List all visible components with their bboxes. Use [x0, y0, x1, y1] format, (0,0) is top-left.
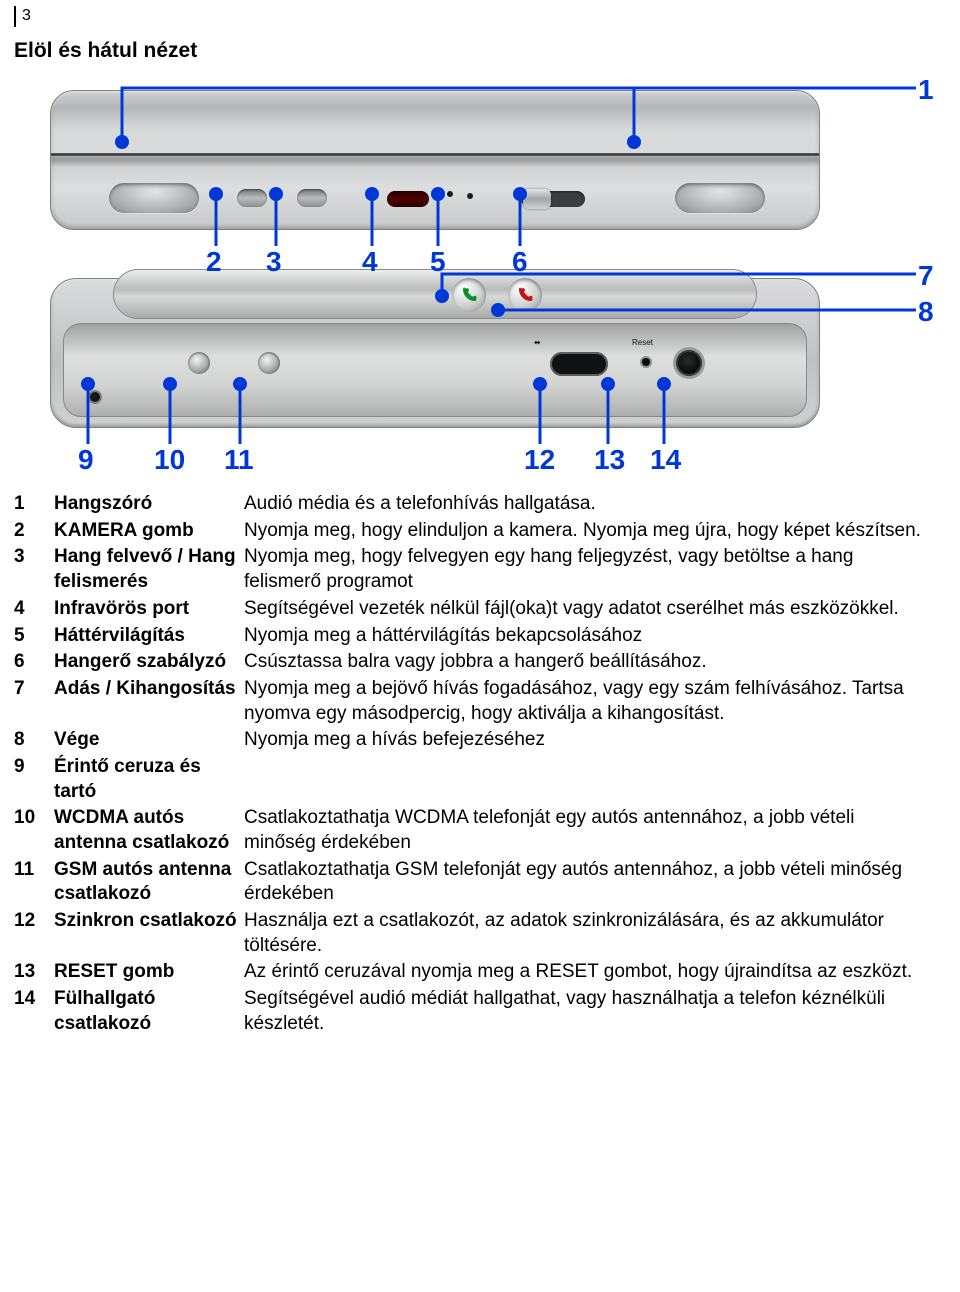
phone-end-icon: [516, 286, 534, 304]
item-description: Segítségével vezeték nélkül fájl(oka)t v…: [244, 597, 926, 622]
item-number: 10: [14, 806, 54, 831]
speaker-left: [109, 183, 199, 213]
item-description: Audió média és a telefonhívás hallgatása…: [244, 492, 926, 517]
item-number: 2: [14, 519, 54, 544]
item-name: Vége: [54, 728, 244, 753]
item-description: Nyomja meg a háttérvilágítás bekapcsolás…: [244, 624, 926, 649]
item-number: 7: [14, 677, 54, 702]
sync-port-shape: [550, 352, 608, 376]
ir-port-shape: [387, 191, 429, 207]
headphone-jack: [676, 350, 702, 376]
reset-label-text: Reset: [632, 338, 653, 348]
item-number: 9: [14, 755, 54, 780]
item-number: 14: [14, 987, 54, 1012]
item-description: Csatlakoztathatja GSM telefonját egy aut…: [244, 858, 926, 907]
item-number: 5: [14, 624, 54, 649]
item-number: 6: [14, 650, 54, 675]
callout-number: 7: [918, 258, 934, 294]
gsm-antenna-port: [258, 352, 280, 374]
item-name: Adás / Kihangosítás: [54, 677, 244, 702]
item-number: 13: [14, 960, 54, 985]
parts-list-row: 14Fülhallgató csatlakozóSegítségével aud…: [14, 987, 926, 1036]
parts-list-row: 7Adás / KihangosításNyomja meg a bejövő …: [14, 677, 926, 726]
item-name: Érintő ceruza és tartó: [54, 755, 244, 804]
parts-list: 1HangszóróAudió média és a telefonhívás …: [14, 492, 926, 1036]
section-title: Elöl és hátul nézet: [14, 37, 960, 64]
item-description: Nyomja meg, hogy elinduljon a kamera. Ny…: [244, 519, 926, 544]
item-description: Nyomja meg, hogy felvegyen egy hang felj…: [244, 545, 926, 594]
phone-send-icon: [460, 286, 478, 304]
item-name: Infravörös port: [54, 597, 244, 622]
device-front-view: [50, 90, 820, 230]
item-number: 4: [14, 597, 54, 622]
item-name: Háttérvilágítás: [54, 624, 244, 649]
usb-icon: ⬌: [534, 338, 541, 348]
item-number: 3: [14, 545, 54, 570]
volume-slider-track: [521, 191, 585, 207]
device-rear-view: ⬌ Reset: [50, 278, 820, 428]
item-name: RESET gomb: [54, 960, 244, 985]
callout-number: 1: [918, 72, 934, 108]
item-name: GSM autós antenna csatlakozó: [54, 858, 244, 907]
camera-button-shape: [237, 189, 267, 207]
item-name: Szinkron csatlakozó: [54, 909, 244, 934]
item-number: 8: [14, 728, 54, 753]
page-number: 3: [14, 6, 960, 27]
reset-hole: [642, 358, 650, 366]
parts-list-row: 13RESET gombAz érintő ceruzával nyomja m…: [14, 960, 926, 985]
parts-list-row: 10WCDMA autós antenna csatlakozóCsatlako…: [14, 806, 926, 855]
parts-list-row: 2KAMERA gombNyomja meg, hogy elinduljon …: [14, 519, 926, 544]
item-number: 11: [14, 858, 54, 883]
callout-number: 5: [430, 244, 446, 280]
parts-list-row: 5HáttérvilágításNyomja meg a háttérvilág…: [14, 624, 926, 649]
callout-number: 12: [524, 442, 555, 478]
callout-number: 4: [362, 244, 378, 280]
item-name: KAMERA gomb: [54, 519, 244, 544]
parts-list-row: 11GSM autós antenna csatlakozóCsatlakozt…: [14, 858, 926, 907]
callout-number: 13: [594, 442, 625, 478]
item-name: Hangerő szabályzó: [54, 650, 244, 675]
item-description: Nyomja meg a bejövő hívás fogadásához, v…: [244, 677, 926, 726]
device-seam: [51, 153, 819, 156]
item-description: Az érintő ceruzával nyomja meg a RESET g…: [244, 960, 926, 985]
speaker-right: [675, 183, 765, 213]
wcdma-antenna-port: [188, 352, 210, 374]
callout-number: 14: [650, 442, 681, 478]
callout-number: 2: [206, 244, 222, 280]
send-button-shape: [452, 278, 486, 312]
parts-list-row: 4Infravörös portSegítségével vezeték nél…: [14, 597, 926, 622]
callout-number: 10: [154, 442, 185, 478]
item-description: Csúsztassa balra vagy jobbra a hangerő b…: [244, 650, 926, 675]
item-number: 12: [14, 909, 54, 934]
parts-list-row: 6Hangerő szabályzóCsúsztassa balra vagy …: [14, 650, 926, 675]
stylus-holder: [90, 392, 100, 402]
voice-button-shape: [297, 189, 327, 207]
parts-list-row: 12Szinkron csatlakozóHasználja ezt a csa…: [14, 909, 926, 958]
item-number: 1: [14, 492, 54, 517]
callout-number: 9: [78, 442, 94, 478]
parts-list-row: 3Hang felvevő / Hang felismerésNyomja me…: [14, 545, 926, 594]
item-description: Használja ezt a csatlakozót, az adatok s…: [244, 909, 926, 958]
callout-number: 11: [224, 442, 254, 478]
item-name: WCDMA autós antenna csatlakozó: [54, 806, 244, 855]
parts-list-row: 8VégeNyomja meg a hívás befejezéséhez: [14, 728, 926, 753]
device-diagram: ⬌ Reset 1234567891011121314: [14, 72, 946, 476]
item-description: Csatlakoztathatja WCDMA telefonját egy a…: [244, 806, 926, 855]
item-name: Hangszóró: [54, 492, 244, 517]
callout-number: 6: [512, 244, 528, 280]
callout-number: 8: [918, 294, 934, 330]
parts-list-row: 9Érintő ceruza és tartó: [14, 755, 926, 804]
item-name: Fülhallgató csatlakozó: [54, 987, 244, 1036]
item-description: Segítségével audió médiát hallgathat, va…: [244, 987, 926, 1036]
end-button-shape: [508, 278, 542, 312]
item-description: Nyomja meg a hívás befejezéséhez: [244, 728, 926, 753]
item-name: Hang felvevő / Hang felismerés: [54, 545, 244, 594]
device-rear-body: ⬌ Reset: [63, 323, 807, 417]
ir-hole: [447, 191, 453, 197]
callout-number: 3: [266, 244, 282, 280]
parts-list-row: 1HangszóróAudió média és a telefonhívás …: [14, 492, 926, 517]
volume-slider-knob: [523, 189, 551, 209]
backlight-hole: [467, 193, 473, 199]
